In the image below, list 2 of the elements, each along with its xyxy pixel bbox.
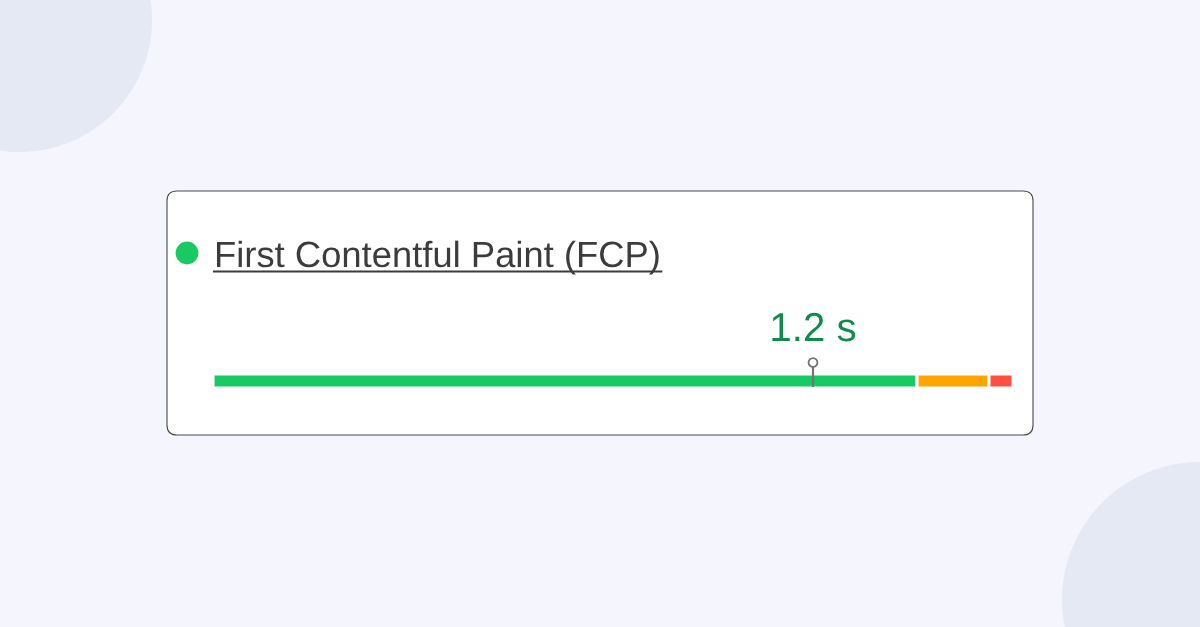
chart-title: First Contentful Paint (FCP) <box>216 240 659 275</box>
ref-line-label: 1.2 s <box>772 312 856 342</box>
